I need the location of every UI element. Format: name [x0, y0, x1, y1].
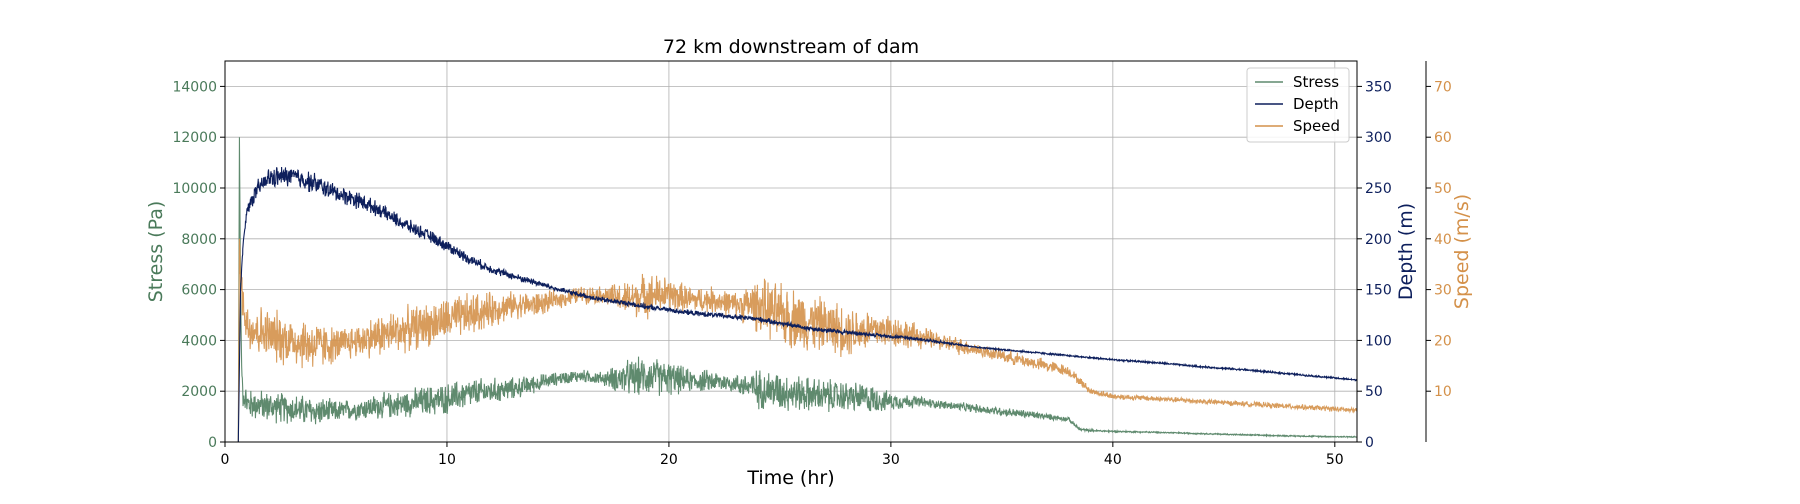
speed-tick-label: 30 — [1434, 283, 1452, 299]
depth-tick-label: 150 — [1365, 283, 1392, 299]
speed-axis: 10 20 30 40 50 60 70 — [1425, 61, 1452, 442]
stress-tick-label: 12000 — [172, 130, 217, 146]
stress-axis: 0 2000 4000 6000 8000 10000 12000 14000 — [172, 79, 225, 451]
speed-tick-label: 60 — [1434, 130, 1452, 146]
depth-axis: 0 50 100 150 200 250 300 350 — [1357, 79, 1392, 451]
speed-tick-label: 20 — [1434, 333, 1452, 349]
chart-title: 72 km downstream of dam — [663, 36, 919, 58]
stress-tick-label: 0 — [208, 435, 217, 451]
x-axis: 0 10 20 30 40 50 — [221, 442, 1344, 468]
x-tick-label: 30 — [882, 452, 900, 468]
stress-tick-label: 14000 — [172, 79, 217, 95]
stress-tick-label: 6000 — [181, 283, 217, 299]
stress-axis-title: Stress (Pa) — [145, 201, 167, 303]
speed-tick-label: 10 — [1434, 384, 1452, 400]
depth-tick-label: 0 — [1365, 435, 1374, 451]
x-tick-label: 20 — [660, 452, 678, 468]
depth-tick-label: 200 — [1365, 232, 1392, 248]
x-tick-label: 0 — [221, 452, 230, 468]
legend-label-stress: Stress — [1293, 73, 1339, 91]
x-tick-label: 10 — [438, 452, 456, 468]
legend-box — [1246, 67, 1350, 143]
stress-tick-label: 8000 — [181, 232, 217, 248]
series-line-stress — [225, 137, 1357, 442]
depth-tick-label: 350 — [1365, 79, 1392, 95]
plot-frame — [224, 60, 1358, 443]
series-line-speed — [225, 238, 1357, 442]
speed-tick-label: 40 — [1434, 232, 1452, 248]
legend-label-speed: Speed — [1293, 117, 1340, 135]
stress-tick-label: 2000 — [181, 384, 217, 400]
depth-tick-label: 300 — [1365, 130, 1392, 146]
depth-tick-label: 100 — [1365, 333, 1392, 349]
series-line-depth — [225, 167, 1357, 442]
stress-tick-label: 4000 — [181, 333, 217, 349]
legend-label-depth: Depth — [1293, 95, 1339, 113]
x-tick-label: 40 — [1104, 452, 1122, 468]
series-layer — [225, 137, 1357, 442]
depth-tick-label: 50 — [1365, 384, 1383, 400]
depth-tick-label: 250 — [1365, 181, 1392, 197]
speed-tick-label: 50 — [1434, 181, 1452, 197]
x-tick-label: 50 — [1326, 452, 1344, 468]
legend: Stress Depth Speed — [1246, 67, 1350, 143]
speed-axis-title: Speed (m/s) — [1451, 194, 1473, 309]
x-axis-title: Time (hr) — [746, 467, 834, 489]
stress-tick-label: 10000 — [172, 181, 217, 197]
speed-tick-label: 70 — [1434, 79, 1452, 95]
depth-axis-title: Depth (m) — [1395, 203, 1417, 300]
